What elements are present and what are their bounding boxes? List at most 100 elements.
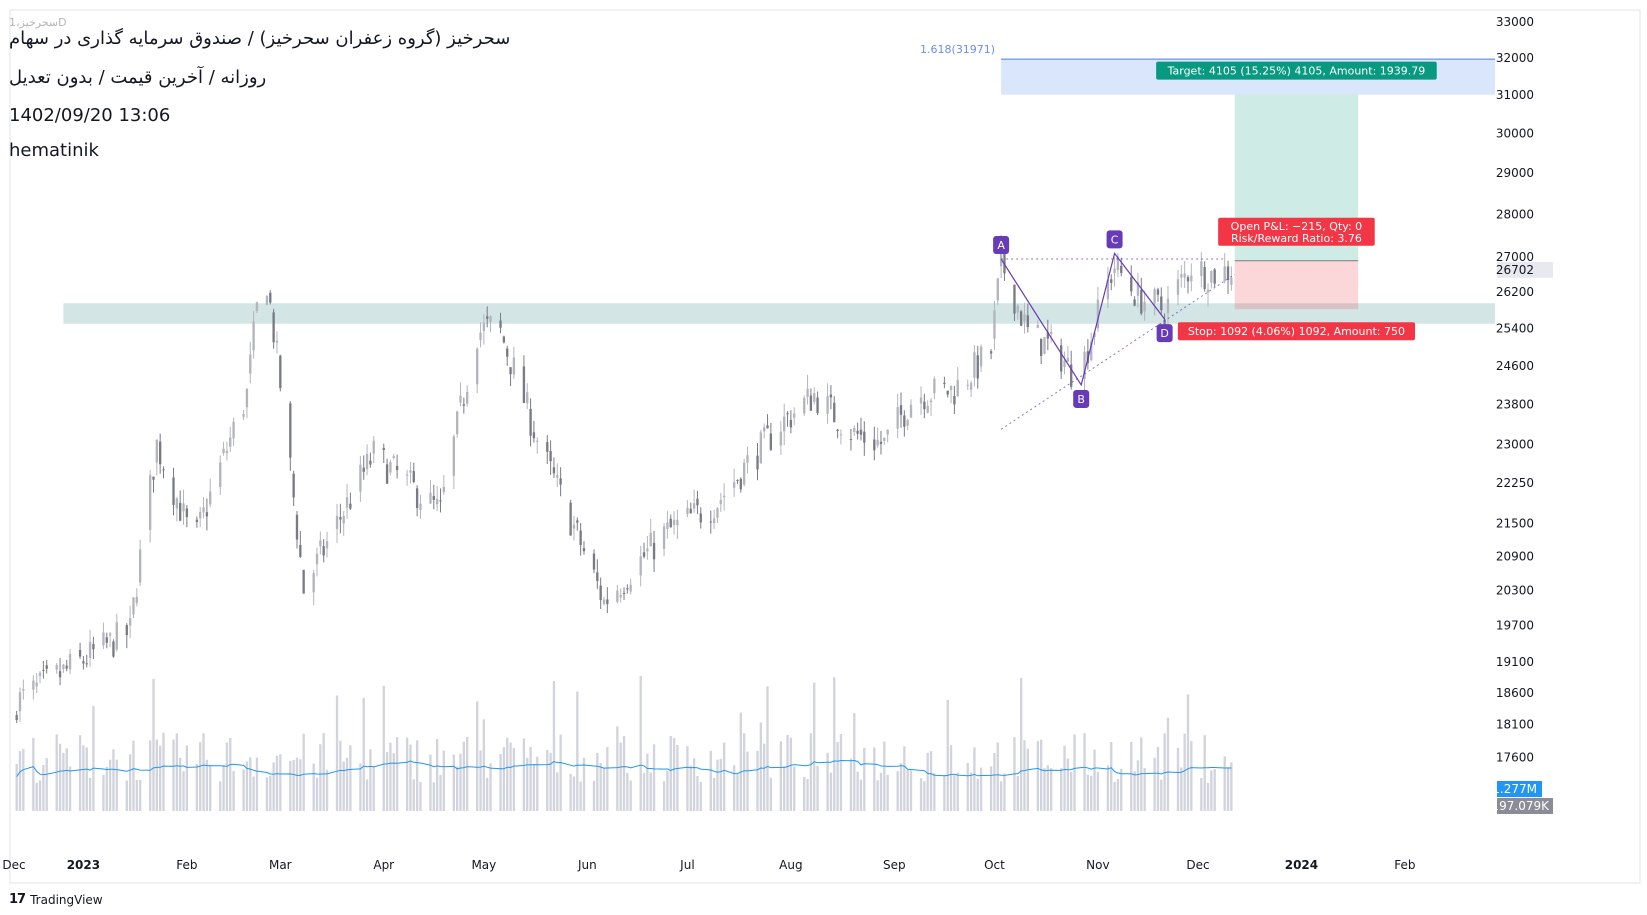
candle-body — [1063, 360, 1066, 368]
candle-body — [185, 508, 189, 518]
candle-body — [1136, 281, 1140, 296]
volume-bar — [322, 733, 325, 811]
candle-body — [1213, 269, 1216, 284]
candle-body — [686, 507, 689, 515]
volume-bar — [756, 750, 759, 811]
price-tick-label: 23800 — [1496, 397, 1534, 411]
candle-body — [1110, 279, 1113, 283]
candle-body — [229, 437, 232, 447]
volume-tag: 197.079K — [1492, 799, 1551, 813]
volume-bar — [68, 766, 72, 811]
candle-body — [896, 407, 899, 429]
candle-body — [946, 390, 949, 395]
candle-body — [315, 553, 319, 565]
time-tick-label: Feb — [176, 858, 197, 872]
tradingview-branding[interactable]: 17 TradingView — [9, 892, 103, 907]
volume-bar — [415, 740, 419, 811]
volume-bar — [1023, 740, 1026, 811]
candle-body — [923, 401, 926, 410]
volume-bar — [435, 738, 439, 811]
candle-body — [1036, 324, 1039, 328]
volume-ma-path — [16, 759, 1232, 777]
volume-bar — [372, 766, 375, 811]
volume-bar — [489, 763, 492, 811]
candle-body — [42, 669, 45, 671]
candle-body — [462, 404, 466, 406]
volume-bar — [172, 739, 175, 811]
candle-body — [102, 632, 105, 646]
volume-bar — [345, 757, 349, 811]
volume-bar — [849, 758, 853, 811]
volume-bar — [315, 777, 319, 811]
volume-bar — [642, 773, 646, 811]
candle-body — [439, 500, 442, 502]
volume-bar — [976, 778, 979, 811]
volume-bar — [602, 767, 606, 811]
volume-bar — [242, 769, 245, 811]
candle-body — [82, 661, 85, 664]
volume-bar — [746, 751, 749, 811]
candle-body — [906, 420, 909, 426]
volume-bar — [272, 762, 275, 811]
candle-body — [486, 316, 489, 319]
volume-bar — [1046, 765, 1049, 811]
candle-body — [642, 552, 646, 557]
volume-bar — [933, 773, 936, 811]
volume-bar — [732, 765, 736, 811]
pattern-point-badge — [1156, 324, 1173, 343]
candle-body — [856, 430, 859, 434]
candle-body — [602, 599, 606, 604]
candle-body — [62, 664, 65, 670]
volume-bar — [896, 771, 899, 811]
candle-body — [1130, 277, 1133, 292]
volume-bar — [38, 780, 42, 811]
pattern-point-label: A — [997, 239, 1005, 252]
candle-body — [415, 488, 419, 509]
price-tick-label: 20300 — [1496, 584, 1534, 598]
candle-body — [903, 415, 906, 427]
volume-bar — [1016, 775, 1019, 811]
volume-bar — [1116, 779, 1120, 811]
candle-body — [466, 391, 469, 404]
volume-bar — [899, 763, 903, 811]
volume-bar — [222, 764, 225, 811]
volume-bar — [876, 780, 879, 811]
volume-bar — [522, 738, 526, 811]
candlestick-series[interactable] — [15, 234, 1233, 723]
volume-bar — [836, 741, 839, 811]
candle-body — [976, 355, 979, 379]
volume-bar — [919, 778, 923, 811]
volume-bar — [389, 742, 392, 811]
volume-bar — [385, 752, 389, 811]
candle-body — [369, 460, 372, 465]
time-tick-label: Oct — [984, 858, 1005, 872]
volume-bar — [886, 774, 889, 811]
candle-body — [732, 482, 736, 488]
candle-body — [809, 395, 813, 411]
price-axis[interactable]: 33000 32000 31000 30000 29000 28000 27000 26200… — [1492, 15, 1554, 814]
stop-label-bg — [1177, 322, 1416, 341]
candle-body — [252, 321, 255, 351]
candle-body — [442, 487, 445, 493]
candle-body — [209, 491, 212, 505]
volume-bar — [572, 776, 576, 811]
volume-bar — [138, 779, 142, 811]
candle-body — [202, 507, 205, 513]
abcd-pattern[interactable]: A B C D — [993, 230, 1235, 430]
candle-body — [979, 346, 983, 367]
candle-body — [1190, 275, 1193, 282]
volume-bar — [672, 738, 676, 811]
volume-bar — [696, 776, 699, 811]
candle-body — [859, 429, 863, 435]
time-tick-label: May — [471, 858, 496, 872]
volume-bar — [1213, 769, 1216, 811]
candle-body — [569, 502, 572, 536]
time-axis[interactable]: Dec 2023 Feb Mar Apr May Jun Jul Aug Sep Oct Nov Dec… — [2, 858, 1415, 872]
volume-bar — [466, 736, 469, 811]
candle-body — [559, 478, 562, 485]
candle-body — [969, 382, 973, 390]
candle-body — [132, 597, 135, 615]
time-tick-label: Jun — [577, 858, 597, 872]
pattern-point-badge — [1073, 389, 1090, 408]
